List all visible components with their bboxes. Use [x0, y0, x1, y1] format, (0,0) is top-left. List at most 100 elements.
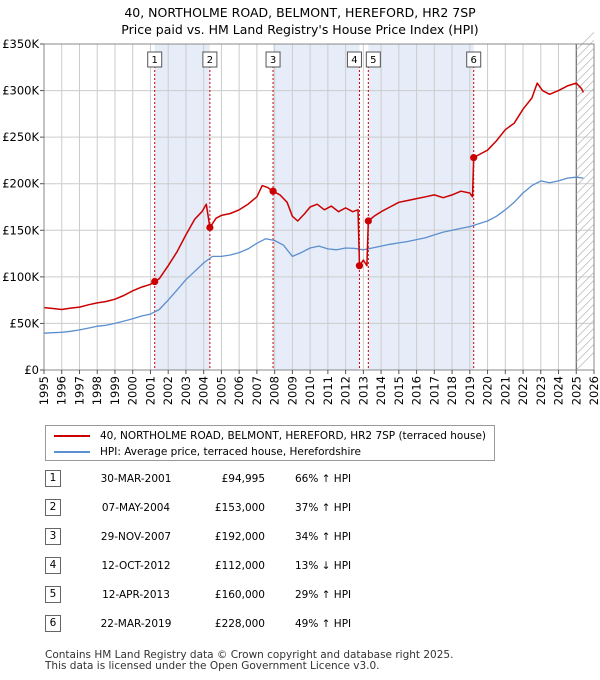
sale-dots: [151, 154, 478, 286]
x-tick-label: 2024: [552, 376, 566, 405]
sale-number: 1: [45, 470, 61, 487]
y-tick-label: £100K: [2, 270, 39, 284]
x-tick-label: 2026: [587, 376, 600, 405]
forecast-hatch: [575, 295, 595, 315]
x-tick-label: 2013: [356, 376, 370, 405]
x-tick-label: 2003: [179, 376, 193, 405]
forecast-hatch: [575, 247, 595, 267]
forecast-hatch: [575, 63, 595, 83]
legend-item-property: 40, NORTHOLME ROAD, BELMONT, HEREFORD, H…: [54, 428, 486, 444]
forecast-hatch: [575, 215, 595, 235]
sale-number: 6: [45, 615, 61, 632]
sale-marker-lines: [154, 58, 475, 370]
forecast-hatch: [575, 143, 595, 163]
x-tick-label: 2014: [374, 376, 388, 405]
forecast-hatch: [575, 151, 595, 171]
sale-marker-box: [202, 51, 218, 68]
x-tick-label: 2012: [339, 376, 353, 405]
sale-marker-labels: 1 2 3 4 5 6: [147, 51, 482, 68]
sale-number: 4: [45, 557, 61, 574]
y-tick-label: £200K: [2, 177, 39, 191]
forecast-hatch: [575, 255, 595, 275]
sale-date: 29-NOV-2007: [100, 531, 172, 543]
sale-point: [355, 262, 364, 270]
forecast-hatch: [575, 79, 595, 99]
sale-point: [269, 187, 277, 195]
legend-swatch-property: [54, 435, 90, 437]
sale-price: £94,995: [221, 473, 265, 485]
x-tick-label: 2020: [481, 376, 495, 405]
y-tick-label: £300K: [2, 84, 39, 98]
forecast-hatch: [575, 183, 595, 203]
sale-price: £160,000: [214, 589, 265, 601]
forecast-hatch: [575, 47, 595, 67]
sale-marker-box: [346, 51, 362, 68]
forecast-hatch: [575, 167, 595, 187]
forecast-hatch: [575, 175, 595, 195]
legend-label-hpi: HPI: Average price, terraced house, Here…: [100, 446, 361, 458]
forecast-hatch: [575, 135, 595, 155]
footer: Contains HM Land Registry data © Crown c…: [45, 650, 453, 672]
sale-date: 12-APR-2013: [102, 589, 170, 601]
sale-marker-number: 5: [370, 55, 376, 66]
x-tick-label: 2015: [392, 376, 406, 405]
shaded-periods: [154, 44, 474, 370]
sale-price: £112,000: [214, 560, 265, 572]
x-tick-label: 2004: [197, 376, 211, 405]
forecast-hatch: [575, 271, 595, 291]
forecast-hatch: [575, 287, 595, 307]
x-tick-label: 2021: [498, 376, 512, 405]
title-line-2: Price paid vs. HM Land Registry's House …: [121, 22, 479, 37]
y-tick-label: £150K: [2, 223, 39, 237]
sale-number: 2: [45, 499, 61, 516]
sale-marker-box: [365, 51, 381, 68]
sale-date: 12-OCT-2012: [101, 560, 171, 572]
forecast-hatch: [575, 223, 595, 243]
forecast-hatch: [575, 335, 595, 355]
y-tick-label: £50K: [10, 316, 40, 330]
sale-marker-number: 3: [270, 55, 276, 66]
x-tick-label: 2017: [427, 376, 441, 405]
shaded-period: [368, 44, 474, 370]
forecast-hatch: [575, 327, 595, 347]
sale-date: 30-MAR-2001: [100, 473, 172, 485]
sale-marker-number: 4: [351, 55, 357, 66]
sale-point: [206, 223, 214, 232]
legend-swatch-hpi: [54, 451, 90, 453]
sale-date: 22-MAR-2019: [100, 618, 172, 630]
forecast-hatch: [575, 111, 595, 131]
forecast-hatch: [575, 231, 595, 251]
x-tick-label: 2010: [303, 376, 317, 405]
shaded-period: [273, 44, 360, 370]
table-row: 3 29-NOV-2007 £192,000 34% ↑ HPI: [45, 527, 445, 547]
sale-marker-box: [147, 51, 163, 68]
sale-marker-number: 1: [152, 55, 158, 66]
sale-marker-number: 6: [471, 55, 477, 66]
sale-price: £153,000: [214, 502, 265, 514]
sale-date: 07-MAY-2004: [101, 502, 171, 514]
grid: [43, 31, 595, 371]
footer-line-1: Contains HM Land Registry data © Crown c…: [45, 649, 454, 661]
x-tick-label: 1999: [108, 376, 122, 405]
sale-number: 5: [45, 586, 61, 603]
forecast-hatch: [575, 351, 595, 371]
axes: £0 £50K £100K £150K £200K £250K £300K £350K 1995…: [2, 37, 600, 405]
forecast-hatch: [575, 55, 595, 75]
sale-hpi-change: 37% ↑ HPI: [295, 502, 352, 514]
x-tick-label: 2006: [232, 376, 246, 405]
forecast-hatch: [575, 31, 595, 51]
x-tick-label: 2011: [321, 376, 335, 405]
legend: 40, NORTHOLME ROAD, BELMONT, HEREFORD, H…: [45, 425, 495, 461]
table-row: 2 07-MAY-2004 £153,000 37% ↑ HPI: [45, 498, 445, 518]
table-row: 1 30-MAR-2001 £94,995 66% ↑ HPI: [45, 469, 445, 489]
x-tick-label: 2001: [143, 376, 157, 405]
legend-label-property: 40, NORTHOLME ROAD, BELMONT, HEREFORD, H…: [100, 430, 487, 442]
plot-frame: [43, 43, 595, 371]
table-row: 6 22-MAR-2019 £228,000 49% ↑ HPI: [45, 614, 445, 634]
x-tick-label: 2025: [569, 376, 583, 405]
shaded-period: [154, 44, 210, 370]
sale-marker-box: [466, 51, 482, 68]
x-tick-label: 1998: [90, 376, 104, 405]
x-tick-label: 1997: [72, 376, 86, 405]
forecast-hatch: [575, 207, 595, 227]
